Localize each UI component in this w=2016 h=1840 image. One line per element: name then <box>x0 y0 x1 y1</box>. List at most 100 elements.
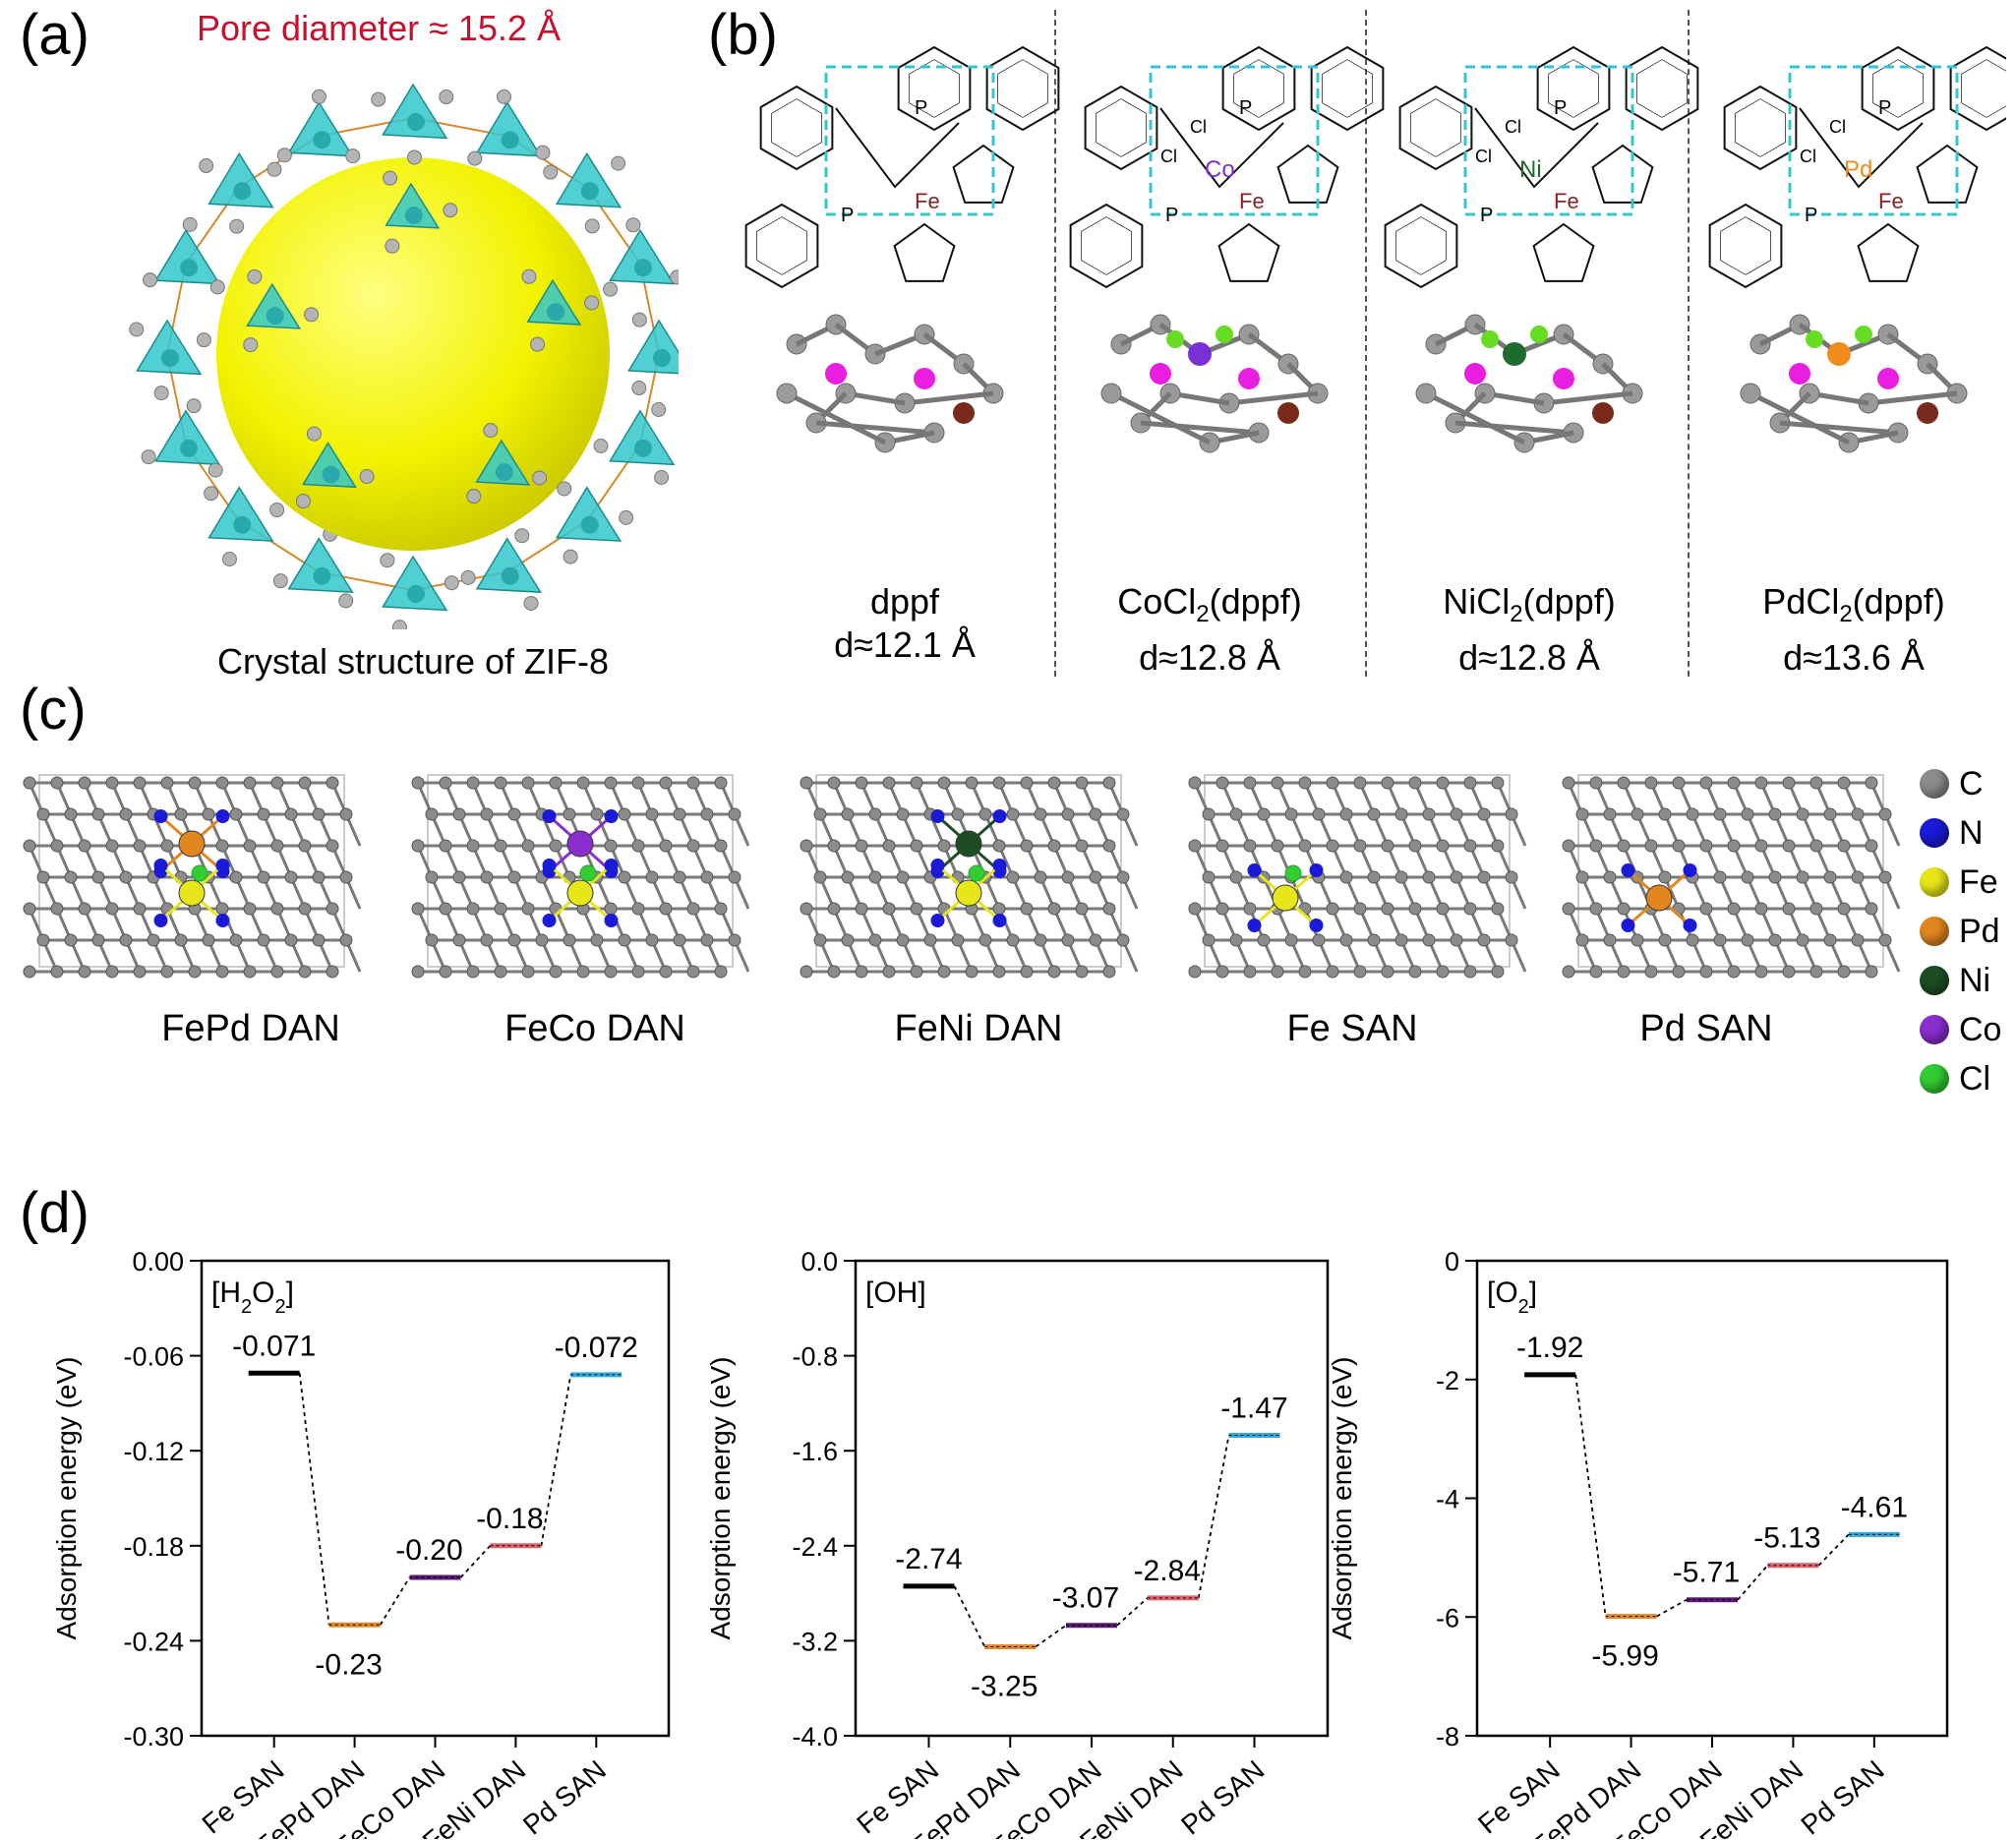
carbon-atom <box>257 933 270 947</box>
phosphorus-atom <box>1877 368 1899 389</box>
carbon-atom <box>631 965 645 979</box>
carbon-atom <box>827 902 841 916</box>
carbon-atom <box>910 776 923 790</box>
carbon-atom <box>611 155 626 171</box>
carbon-atom <box>406 149 422 165</box>
carbon-atom <box>452 870 466 884</box>
carbon-atom <box>896 933 910 947</box>
nitrogen-atom <box>153 859 168 872</box>
carbon-atom <box>91 933 105 947</box>
carbon-atom <box>1116 933 1130 947</box>
panel-a-label: (a) <box>20 3 89 67</box>
carbon-atom <box>1823 933 1837 947</box>
chlorine-atom <box>1216 326 1233 343</box>
energy-chart: 0 -2 -4 -6 -8 Adsorption energy (eV) [O2] -1.92… <box>1327 1247 1949 1839</box>
carbon-atom <box>284 870 298 884</box>
carbon-atom <box>174 933 188 947</box>
legend-item: Fe <box>1920 858 2001 907</box>
carbon-atom <box>133 902 147 916</box>
carbon-atom <box>521 268 537 284</box>
phenyl-inner <box>1720 216 1771 275</box>
carbon-atom <box>243 965 257 979</box>
bond <box>1749 390 1851 445</box>
carbon-atom <box>1782 902 1796 916</box>
metal-atom <box>1188 342 1212 366</box>
adsorption-energy-charts: 0.00-0.06-0.12-0.18-0.24-0.30Adsorption … <box>51 1247 1949 1839</box>
chloride-label: Cl <box>1829 117 1846 137</box>
y-tick-label: -1.6 <box>792 1437 838 1466</box>
carbon-atom <box>326 839 339 853</box>
metal-atom <box>566 830 594 858</box>
carbon-atom <box>1415 383 1437 404</box>
data-label: -2.74 <box>895 1543 962 1575</box>
legend-swatch <box>1920 966 1949 995</box>
carbon-atom <box>1298 776 1312 790</box>
carbon-atom <box>339 933 353 947</box>
carbon-atom <box>978 933 992 947</box>
carbon-atom <box>1006 807 1020 821</box>
highlight-box <box>1149 65 1320 216</box>
phosphorus-label: P <box>1554 97 1567 119</box>
y-axis-label: Adsorption energy (eV) <box>705 1357 736 1640</box>
carbon-atom <box>425 807 439 821</box>
carbon-atom <box>1477 807 1491 821</box>
zn-atom <box>495 463 513 482</box>
carbon-atom <box>270 839 284 853</box>
carbon-atom <box>267 161 282 177</box>
carbon-atom <box>1408 839 1422 853</box>
nitrogen-atom <box>604 809 619 823</box>
nitrogen-atom <box>930 859 945 872</box>
carbon-atom <box>543 164 559 180</box>
structure-caption: FePd DAN <box>161 1008 340 1049</box>
carbon-atom <box>1562 776 1575 790</box>
inset-label: [O2] <box>1487 1276 1537 1318</box>
data-label: -0.18 <box>476 1503 543 1535</box>
nitrogen-atom <box>1621 863 1635 877</box>
lattice-model <box>1562 774 1901 979</box>
phosphorus-atom <box>1553 368 1574 389</box>
carbon-atom <box>229 870 243 884</box>
zn-atom <box>233 182 252 201</box>
y-tick-label: 0.0 <box>800 1247 838 1276</box>
carbon-atom <box>243 776 257 790</box>
carbon-atom <box>1768 933 1782 947</box>
carbon-atom <box>1603 807 1617 821</box>
carbon-atom <box>483 423 499 439</box>
carbon-atom <box>1851 933 1865 947</box>
iron-label: Fe <box>1554 189 1579 213</box>
carbon-atom <box>776 383 798 404</box>
phenyl-ring <box>1384 203 1458 289</box>
carbon-atom <box>1188 776 1202 790</box>
zn-atom <box>180 439 199 457</box>
carbon-atom <box>1672 965 1686 979</box>
bond <box>785 390 887 445</box>
carbon-atom <box>686 776 700 790</box>
bond <box>1109 390 1212 445</box>
carbon-atom <box>411 965 425 979</box>
metal-atom <box>1272 884 1299 912</box>
carbon-atom <box>728 807 741 821</box>
carbon-atom <box>1463 776 1477 790</box>
carbon-atom <box>339 870 353 884</box>
x-tick-label: Pd SAN <box>1795 1754 1889 1839</box>
carbon-atom <box>188 965 202 979</box>
carbon-atom <box>425 870 439 884</box>
phenyl-inner <box>1096 98 1147 157</box>
y-tick-label: -2 <box>1436 1366 1459 1395</box>
carbon-atom <box>1782 776 1796 790</box>
zn-tetrahedron <box>526 278 582 326</box>
zn-tetrahedron <box>609 228 676 285</box>
molecule-group: P P Fe <box>744 45 1060 453</box>
carbon-atom <box>923 933 937 947</box>
carbon-atom <box>714 839 728 853</box>
zn-tetrahedron <box>475 439 531 486</box>
carbon-atom <box>229 933 243 947</box>
carbon-atom <box>1796 870 1809 884</box>
carbon-atom <box>295 494 311 509</box>
phenyl-inner <box>909 59 960 118</box>
chlorine-atom <box>1806 330 1823 348</box>
zn-tetrahedron <box>475 537 543 593</box>
nitrogen-atom <box>1247 863 1262 877</box>
legend-label: C <box>1959 764 1984 802</box>
carbon-atom <box>23 902 36 916</box>
